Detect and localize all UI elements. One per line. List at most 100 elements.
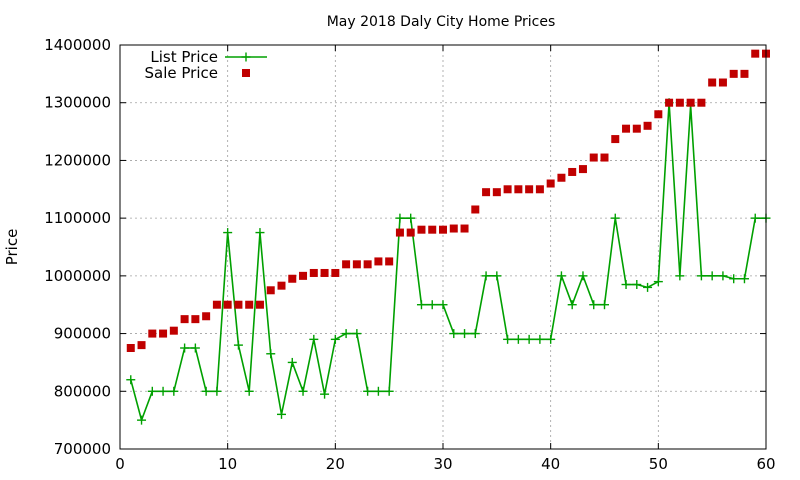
sale-price-point bbox=[180, 315, 189, 324]
y-tick-label: 900000 bbox=[54, 325, 111, 343]
list-price-point bbox=[266, 349, 276, 359]
list-price-point bbox=[190, 343, 200, 353]
x-tick-label: 20 bbox=[326, 455, 345, 473]
sale-price-point bbox=[503, 185, 512, 194]
sale-price-point bbox=[169, 326, 178, 335]
sale-price-point bbox=[665, 98, 674, 107]
list-price-point bbox=[212, 386, 222, 396]
sale-price-point bbox=[374, 257, 383, 266]
list-price-point bbox=[492, 271, 502, 281]
list-price-point bbox=[729, 274, 739, 284]
sale-price-point bbox=[492, 188, 501, 197]
list-price-point bbox=[600, 300, 609, 310]
list-price-point bbox=[395, 213, 405, 223]
list-price-point bbox=[255, 228, 265, 238]
list-price-point bbox=[438, 300, 448, 310]
list-price-point bbox=[513, 334, 523, 344]
sale-price-point bbox=[611, 135, 620, 144]
list-price-point bbox=[632, 280, 642, 290]
x-tick-label: 10 bbox=[218, 455, 237, 473]
sale-price-point bbox=[718, 78, 727, 87]
sale-price-point bbox=[589, 153, 598, 162]
list-price-point bbox=[621, 280, 631, 290]
sale-price-point bbox=[277, 281, 286, 290]
sale-price-point bbox=[460, 224, 469, 233]
list-price-point bbox=[750, 213, 760, 223]
sale-price-point bbox=[212, 300, 221, 309]
y-tick-label: 1300000 bbox=[44, 94, 111, 112]
sale-price-point bbox=[234, 300, 243, 309]
sale-price-point bbox=[729, 69, 738, 78]
sale-price-point bbox=[740, 69, 749, 78]
sale-price-point bbox=[686, 98, 695, 107]
sale-price-point bbox=[643, 121, 652, 130]
y-axis-label: Price bbox=[3, 229, 21, 266]
y-tick-label: 800000 bbox=[54, 382, 111, 400]
list-price-point bbox=[567, 300, 577, 310]
sale-price-point bbox=[223, 300, 232, 309]
list-price-point bbox=[481, 271, 491, 281]
list-price-point bbox=[696, 271, 706, 281]
list-price-point bbox=[653, 277, 663, 287]
sale-price-point bbox=[352, 260, 361, 269]
x-tick-label: 50 bbox=[649, 455, 668, 473]
list-price-point bbox=[739, 274, 749, 284]
list-price-point bbox=[147, 386, 157, 396]
sale-price-point bbox=[245, 300, 254, 309]
list-price-point bbox=[158, 386, 168, 396]
list-price-point bbox=[384, 386, 394, 396]
x-tick-label: 30 bbox=[433, 455, 452, 473]
sale-price-point bbox=[471, 205, 480, 214]
grid-layer bbox=[120, 45, 766, 449]
list-price-point bbox=[277, 409, 286, 419]
list-price-point bbox=[298, 386, 308, 396]
y-tick-label: 1400000 bbox=[44, 36, 111, 54]
sale-price-point bbox=[525, 185, 534, 194]
list-price-point bbox=[201, 386, 211, 396]
list-price-point bbox=[610, 213, 620, 223]
sale-price-point bbox=[546, 179, 555, 188]
sale-price-point bbox=[535, 185, 544, 194]
list-price-point bbox=[643, 282, 653, 292]
list-price-point bbox=[546, 334, 556, 344]
legend-label-sale-price: Sale Price bbox=[145, 64, 218, 82]
list-price-point bbox=[363, 386, 373, 396]
sale-price-point bbox=[428, 225, 437, 234]
plot-frame bbox=[119, 44, 767, 450]
sale-price-point bbox=[482, 188, 491, 197]
sale-price-point bbox=[751, 49, 760, 58]
list-price-point bbox=[503, 334, 513, 344]
list-price-point bbox=[718, 271, 728, 281]
sale-price-point bbox=[675, 98, 684, 107]
list-price-line bbox=[129, 102, 766, 423]
sale-price-point bbox=[159, 329, 168, 338]
list-price-point bbox=[287, 357, 297, 367]
sale-price-point bbox=[148, 329, 157, 338]
y-tick-label: 1100000 bbox=[44, 209, 111, 227]
sale-price-point bbox=[255, 300, 264, 309]
series-layer bbox=[126, 49, 771, 425]
list-price-point bbox=[320, 389, 330, 399]
sale-price-point bbox=[557, 173, 566, 182]
sale-price-point bbox=[137, 341, 146, 350]
list-price-point bbox=[244, 386, 254, 396]
list-price-point bbox=[578, 271, 588, 281]
list-price-point bbox=[352, 329, 362, 339]
sale-price-point bbox=[385, 257, 394, 266]
sale-price-point bbox=[439, 225, 447, 234]
list-price-point bbox=[535, 334, 545, 344]
list-price-point bbox=[460, 329, 470, 339]
sale-price-point bbox=[449, 224, 458, 233]
y-tick-label: 1000000 bbox=[44, 267, 111, 285]
list-price-point bbox=[470, 329, 480, 339]
sale-price-point bbox=[406, 228, 415, 237]
sale-price-point bbox=[191, 315, 200, 324]
list-price-point bbox=[373, 386, 383, 396]
list-price-point bbox=[233, 340, 243, 350]
sale-price-point bbox=[395, 228, 404, 237]
chart-title: May 2018 Daly City Home Prices bbox=[327, 14, 556, 30]
sale-price-point bbox=[632, 124, 641, 133]
sale-price-point bbox=[342, 260, 351, 269]
